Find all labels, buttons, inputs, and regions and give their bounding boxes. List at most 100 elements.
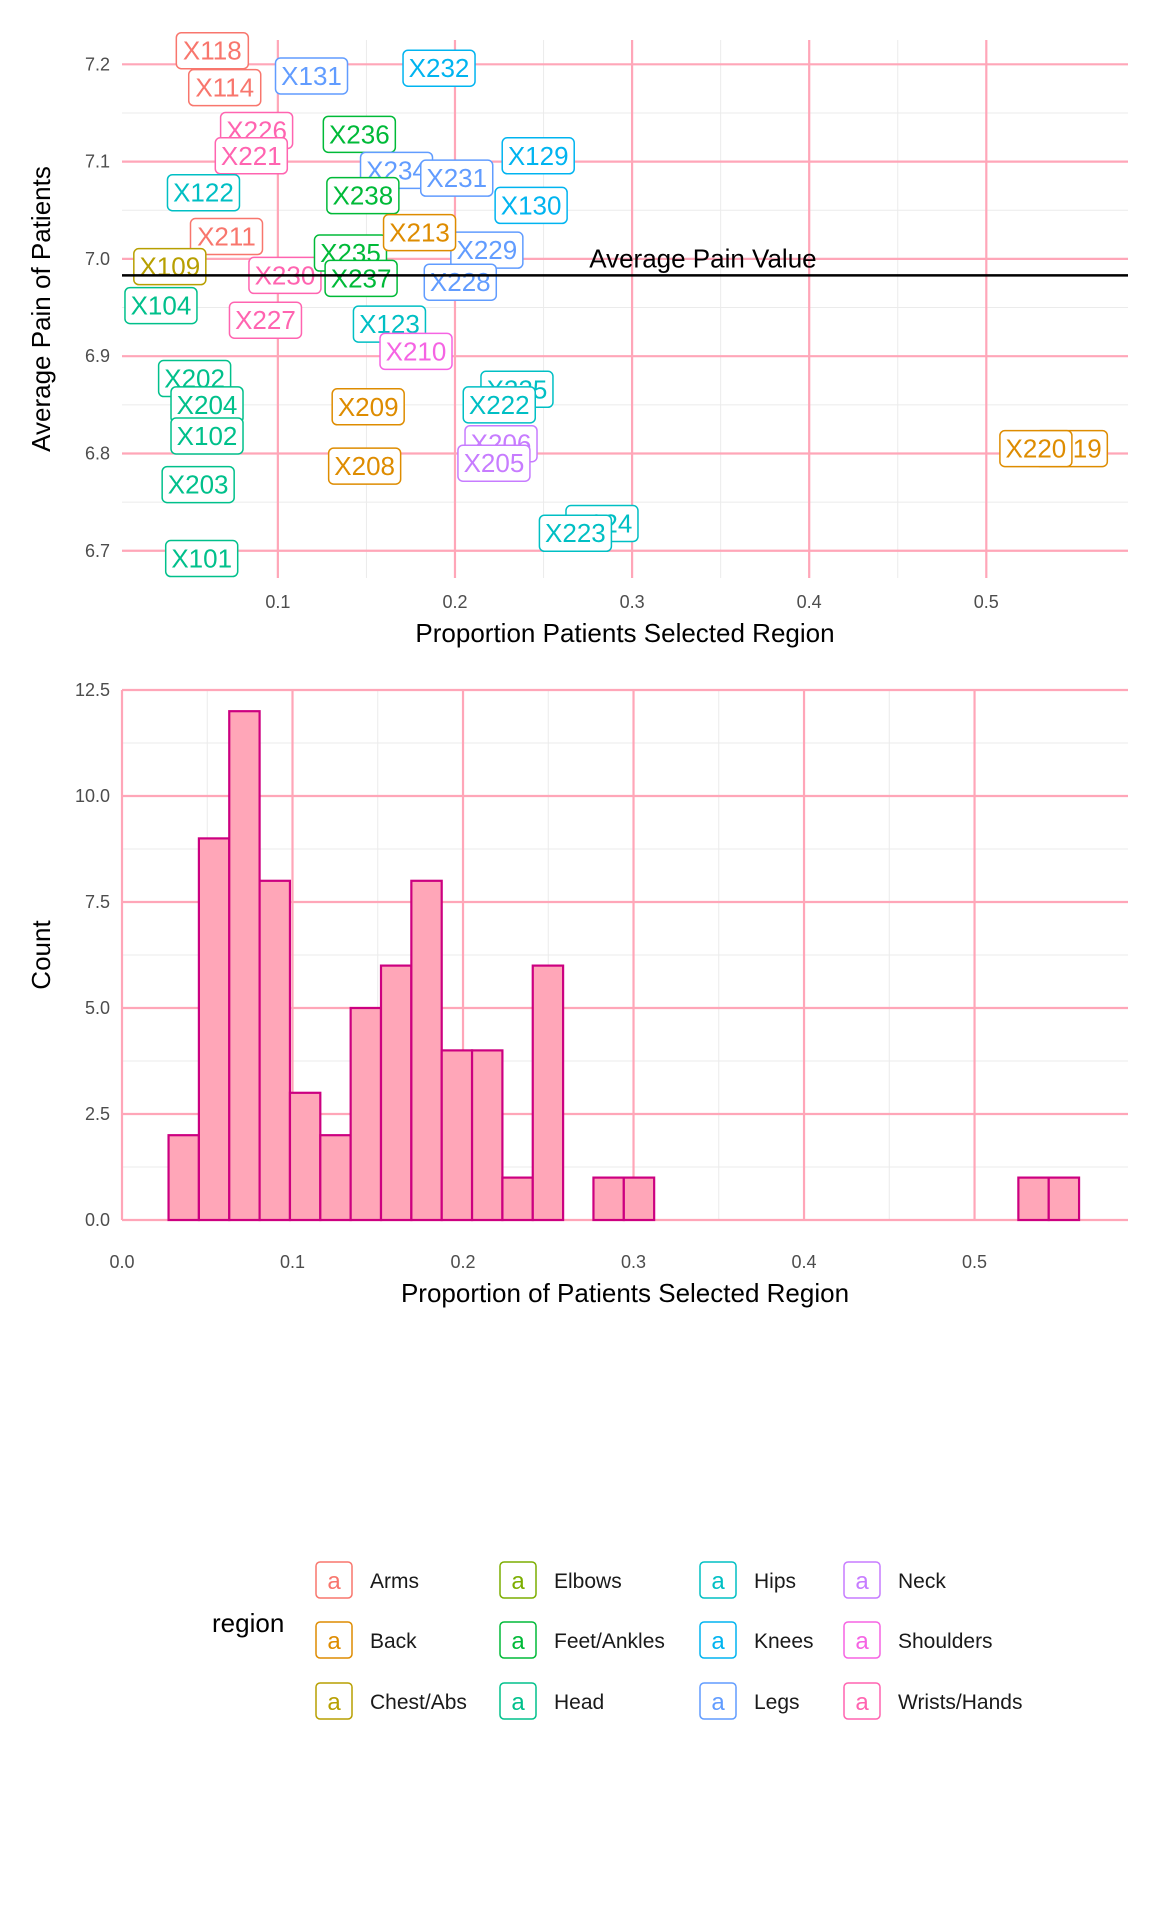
legend-key [315, 1561, 353, 1599]
scatter-point-label-text: X238 [333, 181, 394, 211]
scatter-point-label-box [166, 173, 241, 212]
scatter-point-label-x238: X238 [326, 176, 400, 215]
histogram-bar [1017, 1176, 1050, 1222]
histogram-bar [167, 1134, 200, 1222]
legend-item-label: Elbows [554, 1570, 622, 1593]
scatter-point-label-x228: X228 [423, 263, 498, 301]
scatter-point-label-box [175, 31, 250, 70]
scatter-point-label-box [164, 539, 239, 578]
scatter-point-label-x208: X208 [327, 447, 402, 485]
scatter-point-label-box [161, 465, 235, 504]
legend-key-glyph: a [711, 1689, 725, 1716]
legend-key-glyph: a [711, 1568, 725, 1595]
scatter-point-label-box [228, 301, 303, 339]
histogram-x-axis-title: Proportion of Patients Selected Region [401, 1278, 849, 1308]
scatter-point-label-x210: X210 [379, 332, 453, 371]
scatter-y-tick-label: 6.7 [85, 541, 110, 561]
scatter-point-label-box [382, 213, 457, 252]
scatter-point-label-text: X228 [430, 267, 491, 297]
legend-key [499, 1682, 537, 1720]
scatter-point-label-x227: X227 [228, 301, 303, 339]
histogram-bar [258, 879, 292, 1222]
legend-key [315, 1621, 353, 1659]
scatter-point-label-text: X102 [177, 421, 238, 451]
histogram-x-tick-label: 0.1 [280, 1252, 305, 1272]
scatter-point-label-text: X122 [173, 178, 234, 208]
scatter-point-label-x205: X205 [457, 444, 531, 482]
scatter-point-label-box [462, 386, 536, 424]
legend-key-glyph: a [327, 1628, 341, 1655]
scatter-point-label-box [274, 57, 349, 95]
histogram-bar [228, 710, 261, 1222]
legend-item-hips: a Hips [699, 1561, 796, 1599]
histogram-bar [622, 1176, 656, 1222]
scatter-point-label-text: X118 [183, 36, 242, 66]
legend-item-label: Neck [898, 1570, 946, 1593]
legend-key-glyph: a [511, 1628, 525, 1655]
histogram-x-tick-label: 0.3 [621, 1252, 646, 1272]
histogram-bar [288, 1091, 322, 1222]
legend-key [499, 1621, 537, 1659]
scatter-point-label-text: X231 [426, 163, 487, 193]
scatter-point-label-box [494, 186, 568, 225]
scatter-point-label-x122: X122 [166, 173, 241, 212]
scatter-point-label-box [402, 49, 476, 87]
histogram-y-tick-label: 12.5 [75, 680, 110, 700]
scatter-point-label-box [326, 176, 400, 215]
histogram-y-tick-label: 0.0 [85, 1210, 110, 1230]
histogram-y-tick-label: 2.5 [85, 1104, 110, 1124]
legend-item-arms: a Arms [315, 1561, 419, 1599]
scatter-point-label-x231: X231 [419, 159, 494, 197]
scatter-point-label-x204: X204 [170, 386, 244, 424]
scatter-point-label-box [999, 429, 1073, 468]
legend-key [843, 1561, 881, 1599]
legend-item-elbows: a Elbows [499, 1561, 622, 1599]
scatter-point-label-text: X208 [334, 451, 395, 481]
scatter-point-label-text: X221 [221, 141, 282, 171]
legend-key [843, 1682, 881, 1720]
scatter-point-label-text: X101 [171, 544, 232, 574]
average-pain-annotation: Average Pain Value [589, 243, 816, 273]
scatter-point-label-text: X204 [177, 390, 238, 420]
scatter-y-tick-label: 7.0 [85, 249, 110, 269]
scatter-point-label-text: X222 [469, 390, 530, 420]
legend-key-glyph: a [855, 1568, 869, 1595]
scatter-point-label-box [214, 137, 289, 175]
scatter-point-label-text: X220 [1006, 434, 1067, 464]
scatter-point-label-x129: X129 [501, 137, 575, 175]
scatter-point-label-x118: X118 [175, 31, 250, 70]
scatter-y-axis-title: Average Pain of Patients [26, 166, 56, 452]
histogram-bar [470, 1049, 504, 1222]
legend-key-glyph: a [855, 1628, 869, 1655]
scatter-y-tick-label: 6.9 [85, 346, 110, 366]
scatter-point-label-text: X237 [331, 263, 392, 293]
legend-key-glyph: a [711, 1628, 725, 1655]
scatter-point-label-box [124, 286, 198, 325]
legend-item-wrists-hands: a Wrists/Hands [843, 1682, 1022, 1720]
legend-key [499, 1561, 537, 1599]
scatter-x-tick-label: 0.3 [620, 592, 645, 612]
legend-key [699, 1561, 737, 1599]
legend-item-label: Shoulders [898, 1630, 993, 1653]
legend-key-glyph: a [327, 1568, 341, 1595]
scatter-point-label-box [423, 263, 498, 301]
legend-item-label: Head [554, 1691, 604, 1714]
scatter-point-label-box [379, 332, 453, 371]
histogram-x-tick-label: 0.0 [109, 1252, 134, 1272]
histogram-bar [1047, 1176, 1081, 1222]
histogram-y-tick-label: 7.5 [85, 892, 110, 912]
scatter-point-label-box [322, 115, 397, 154]
scatter-x-axis-title: Proportion Patients Selected Region [415, 618, 834, 648]
scatter-x-tick-label: 0.4 [797, 592, 822, 612]
scatter-x-tick-label: 0.5 [974, 592, 999, 612]
histogram-x-tick-label: 0.4 [792, 1252, 817, 1272]
scatter-point-label-text: X229 [456, 235, 517, 265]
scatter-point-label-text: X211 [197, 222, 256, 252]
scatter-point-label-x130: X130 [494, 186, 568, 225]
scatter-point-label-text: X114 [195, 73, 254, 103]
scatter-point-label-text: X104 [131, 291, 192, 321]
scatter-point-label-x220: X220 [999, 429, 1073, 468]
histogram-y-axis-title: Count [26, 920, 56, 990]
